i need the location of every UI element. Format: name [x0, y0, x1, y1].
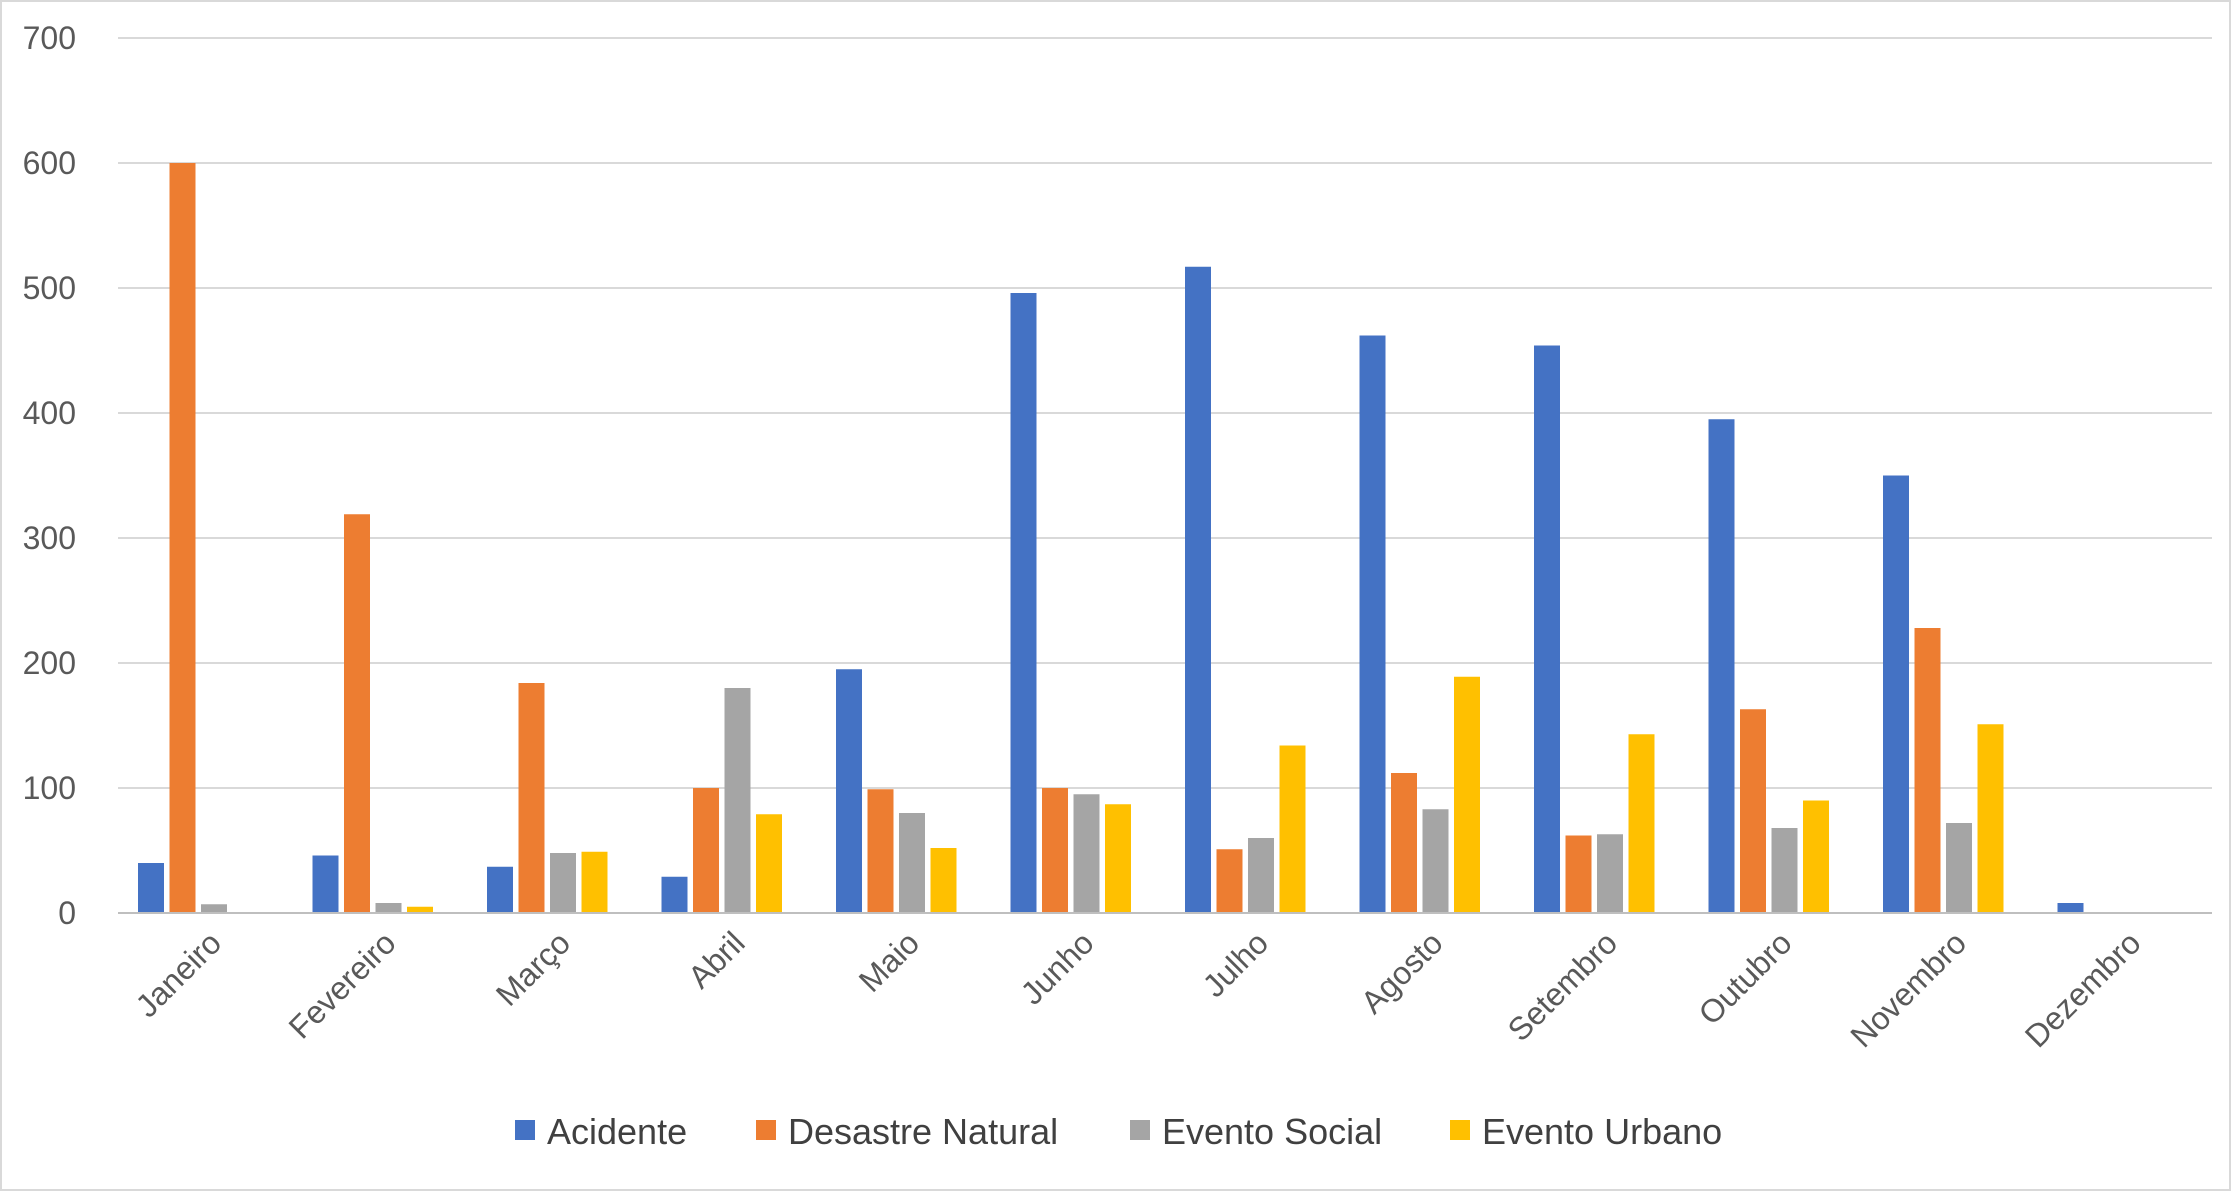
legend-item-acidente: Acidente: [515, 1111, 687, 1152]
legend-swatch: [1130, 1120, 1150, 1140]
bar-desastre-natural-setembro: [1565, 835, 1592, 913]
y-tick-label: 0: [58, 895, 76, 931]
y-tick-label: 300: [23, 520, 76, 556]
bar-acidente-janeiro: [138, 863, 164, 913]
bar-evento-social-setembro: [1597, 834, 1623, 913]
gridlines: [118, 37, 2212, 789]
y-tick-label: 700: [23, 20, 76, 56]
legend-label: Evento Urbano: [1482, 1111, 1722, 1152]
bar-evento-social-novembro: [1946, 823, 1972, 913]
bar-desastre-natural-maio: [867, 789, 894, 913]
bar-evento-urbano-julho: [1279, 745, 1306, 913]
y-tick-label: 400: [23, 395, 76, 431]
bar-evento-social-junho: [1073, 794, 1100, 913]
legend-swatch: [756, 1120, 776, 1140]
legend-label: Acidente: [547, 1111, 687, 1152]
legend-label: Desastre Natural: [788, 1111, 1058, 1152]
bar-acidente-junho: [1010, 293, 1037, 913]
bar-evento-urbano-junho: [1105, 804, 1131, 913]
bar-evento-urbano-setembro: [1628, 734, 1655, 913]
bar-desastre-natural-agosto: [1391, 773, 1417, 913]
bar-desastre-natural-abril: [693, 788, 719, 913]
bar-evento-urbano-outubro: [1803, 800, 1829, 913]
bar-evento-social-março: [550, 853, 576, 913]
bar-evento-urbano-agosto: [1454, 676, 1480, 913]
bar-desastre-natural-novembro: [1914, 628, 1941, 913]
bar-evento-social-fevereiro: [375, 903, 402, 913]
bar-evento-urbano-maio: [930, 848, 957, 913]
bar-desastre-natural-outubro: [1740, 709, 1766, 913]
bar-acidente-dezembro: [2057, 903, 2084, 913]
bar-desastre-natural-fevereiro: [344, 514, 370, 913]
legend-label: Evento Social: [1162, 1111, 1382, 1152]
y-tick-label: 600: [23, 145, 76, 181]
bar-acidente-setembro: [1534, 345, 1560, 913]
y-tick-label: 100: [23, 770, 76, 806]
legend-item-evento-social: Evento Social: [1130, 1111, 1382, 1152]
legend-swatch: [515, 1120, 535, 1140]
legend-swatch: [1450, 1120, 1470, 1140]
bar-evento-social-outubro: [1771, 828, 1798, 913]
bar-desastre-natural-julho: [1216, 849, 1243, 913]
legend-item-evento-urbano: Evento Urbano: [1450, 1111, 1722, 1152]
y-tick-label: 200: [23, 645, 76, 681]
bar-desastre-natural-junho: [1042, 788, 1068, 913]
bar-acidente-fevereiro: [312, 855, 339, 913]
bar-evento-social-janeiro: [201, 904, 227, 913]
bar-evento-social-abril: [724, 688, 751, 913]
legend: Acidente Desastre Natural Evento Social Eve…: [515, 1111, 1722, 1152]
bar-acidente-outubro: [1708, 419, 1735, 913]
bar-evento-urbano-março: [581, 851, 608, 913]
bar-evento-urbano-novembro: [1977, 724, 2004, 913]
bar-evento-urbano-abril: [756, 814, 782, 913]
bar-desastre-natural-janeiro: [169, 163, 196, 913]
y-tick-label: 500: [23, 270, 76, 306]
bar-acidente-agosto: [1359, 335, 1386, 913]
legend-item-desastre-natural: Desastre Natural: [756, 1111, 1058, 1152]
bar-evento-social-agosto: [1422, 809, 1449, 913]
bars: [138, 163, 2084, 913]
bar-acidente-julho: [1185, 266, 1211, 913]
bar-acidente-maio: [836, 669, 862, 913]
bar-acidente-novembro: [1883, 475, 1909, 913]
bar-acidente-março: [487, 866, 513, 913]
bar-evento-social-julho: [1248, 838, 1274, 913]
bar-acidente-abril: [661, 876, 688, 913]
bar-desastre-natural-março: [518, 683, 545, 913]
bar-evento-urbano-fevereiro: [407, 906, 433, 913]
bar-evento-social-maio: [899, 813, 925, 913]
y-axis-ticks: 0 100 200 300 400 500 600 700: [23, 20, 76, 931]
